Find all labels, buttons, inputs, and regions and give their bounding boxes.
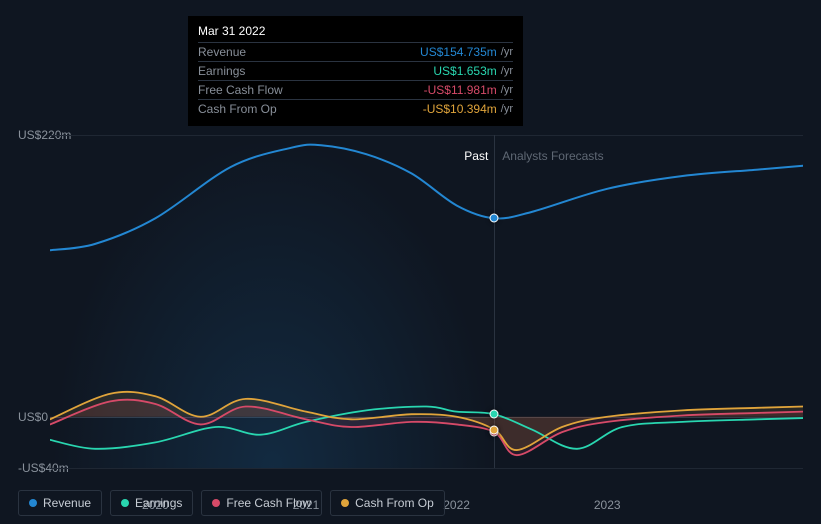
gridline <box>50 468 803 469</box>
chart-area: US$220mUS$0-US$40m Past Analysts Forecas… <box>18 125 803 490</box>
tooltip-metric-value: -US$11.981m <box>424 83 497 97</box>
x-axis-label: 2023 <box>594 498 621 512</box>
tooltip-metric-label: Earnings <box>198 64 245 78</box>
tooltip-metric-value: -US$10.394m <box>423 102 497 116</box>
legend-label: Free Cash Flow <box>226 496 311 510</box>
tooltip-metric-label: Cash From Op <box>198 102 277 116</box>
tooltip-metric-label: Free Cash Flow <box>198 83 283 97</box>
legend-item[interactable]: Revenue <box>18 490 102 516</box>
tooltip-metric-value: US$1.653m <box>433 64 496 78</box>
x-axis-label: 2022 <box>443 498 470 512</box>
series-marker <box>490 410 499 419</box>
tooltip-metric-suffix: /yr <box>501 65 513 77</box>
tooltip-metric-suffix: /yr <box>501 46 513 58</box>
plot-area[interactable]: Past Analysts Forecasts <box>50 135 803 468</box>
tooltip-metric-label: Revenue <box>198 45 246 59</box>
tooltip-row: Free Cash Flow -US$11.981m/yr <box>198 80 513 99</box>
tooltip-row: Revenue US$154.735m/yr <box>198 42 513 61</box>
chart-svg <box>50 135 803 468</box>
legend-dot-icon <box>212 499 220 507</box>
legend-dot-icon <box>121 499 129 507</box>
legend-label: Earnings <box>135 496 182 510</box>
tooltip-date: Mar 31 2022 <box>198 24 513 42</box>
series-marker <box>490 425 499 434</box>
tooltip-metric-suffix: /yr <box>501 103 513 115</box>
y-axis-label: US$0 <box>18 410 48 424</box>
series-marker <box>490 214 499 223</box>
legend-item[interactable]: Free Cash Flow <box>201 490 322 516</box>
tooltip-row: Earnings US$1.653m/yr <box>198 61 513 80</box>
legend-item[interactable]: Earnings <box>110 490 193 516</box>
tooltip-panel: Mar 31 2022 RevenueUS$154.735m/yrEarning… <box>188 16 523 126</box>
legend: Revenue Earnings Free Cash Flow Cash From O… <box>18 490 445 516</box>
tooltip-metric-suffix: /yr <box>501 84 513 96</box>
legend-label: Revenue <box>43 496 91 510</box>
tooltip-row: Cash From Op -US$10.394m/yr <box>198 99 513 118</box>
legend-label: Cash From Op <box>355 496 434 510</box>
legend-dot-icon <box>341 499 349 507</box>
legend-item[interactable]: Cash From Op <box>330 490 445 516</box>
tooltip-metric-value: US$154.735m <box>420 45 497 59</box>
legend-dot-icon <box>29 499 37 507</box>
